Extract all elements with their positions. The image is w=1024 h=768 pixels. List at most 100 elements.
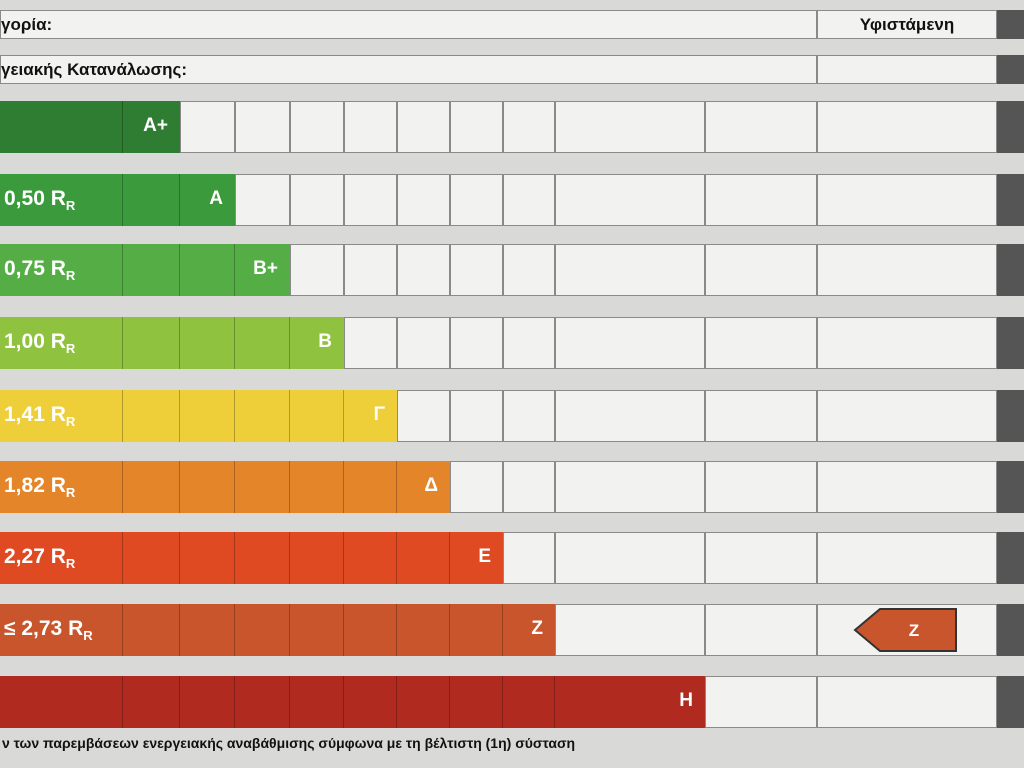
side-strip xyxy=(997,174,1024,226)
cell xyxy=(397,174,450,226)
bar-divider xyxy=(449,604,450,656)
subscript: R xyxy=(65,414,76,430)
bar-divider xyxy=(234,604,235,656)
rating-bar: Γ 1,41 RR xyxy=(0,390,397,442)
consumption-label: γειακής Κατανάλωσης: xyxy=(1,60,188,79)
cell xyxy=(555,174,705,226)
cell xyxy=(817,461,997,513)
cell xyxy=(817,676,997,728)
cell xyxy=(235,101,290,153)
rating-class: Η xyxy=(679,690,693,711)
rating-row: Ε 2,27 RR xyxy=(0,532,997,584)
cell xyxy=(503,101,555,153)
bar-divider xyxy=(289,461,290,513)
bar-divider xyxy=(122,461,123,513)
cell xyxy=(705,101,817,153)
category-label: γορία: xyxy=(1,15,53,34)
bar-divider xyxy=(449,676,450,728)
cell xyxy=(397,390,450,442)
header-strip xyxy=(997,10,1024,39)
bar-divider xyxy=(234,390,235,442)
bar-divider xyxy=(234,461,235,513)
cell xyxy=(344,101,397,153)
side-strip xyxy=(997,317,1024,369)
cell xyxy=(450,317,503,369)
cell xyxy=(450,244,503,296)
cell xyxy=(555,101,705,153)
subscript: R xyxy=(65,485,76,501)
bar-divider xyxy=(554,676,555,728)
consumption-row: γειακής Κατανάλωσης: xyxy=(0,55,817,84)
rating-bar: Η xyxy=(0,676,705,728)
bar-divider xyxy=(343,676,344,728)
cell xyxy=(450,174,503,226)
rating-row: A 0,50 RR xyxy=(0,174,997,226)
cell xyxy=(290,174,344,226)
cell xyxy=(397,101,450,153)
rating-class: A xyxy=(209,188,223,209)
bar-divider xyxy=(234,676,235,728)
bar-divider xyxy=(343,532,344,584)
subscript: R xyxy=(83,628,93,644)
threshold: 0,50 RR xyxy=(4,187,76,214)
current-indicator: Z xyxy=(853,608,957,652)
cell xyxy=(290,244,344,296)
cell xyxy=(180,101,235,153)
rating-class: A+ xyxy=(143,115,168,136)
cell xyxy=(555,532,705,584)
bar-divider xyxy=(122,676,123,728)
cell xyxy=(817,390,997,442)
cell xyxy=(817,317,997,369)
cell xyxy=(344,174,397,226)
cell xyxy=(817,101,997,153)
footer: ν των παρεμβάσεων ενεργειακής αναβάθμιση… xyxy=(2,735,576,751)
rating-class: Ε xyxy=(478,546,491,567)
rating-row: Γ 1,41 RR xyxy=(0,390,997,442)
cell xyxy=(705,390,817,442)
cell xyxy=(705,532,817,584)
cell xyxy=(450,101,503,153)
subscript: R xyxy=(65,556,76,572)
side-strip xyxy=(997,676,1024,728)
rating-class: B+ xyxy=(253,258,278,279)
rating-class: Δ xyxy=(424,475,438,496)
bar-divider xyxy=(502,604,503,656)
bar-divider xyxy=(343,461,344,513)
rating-row: Η xyxy=(0,676,997,728)
rating-bar: Ε 2,27 RR xyxy=(0,532,503,584)
cell xyxy=(817,174,997,226)
bar-divider xyxy=(179,676,180,728)
cell xyxy=(503,532,555,584)
rating-bar: A+ xyxy=(0,101,180,153)
cell xyxy=(235,174,290,226)
threshold: 2,27 RR xyxy=(4,545,76,572)
bar-divider xyxy=(234,532,235,584)
cell xyxy=(555,317,705,369)
cell xyxy=(705,604,817,656)
threshold: 0,75 RR xyxy=(4,257,76,284)
side-strip xyxy=(997,390,1024,442)
cell xyxy=(555,604,705,656)
rating-class: Γ xyxy=(373,404,385,425)
cell xyxy=(503,244,555,296)
side-strip xyxy=(997,532,1024,584)
rating-bar: Ζ ≤ 2,73 RR xyxy=(0,604,555,656)
rating-row: Δ 1,82 RR xyxy=(0,461,997,513)
bar-divider xyxy=(289,676,290,728)
bar-divider xyxy=(122,532,123,584)
bar-divider xyxy=(289,604,290,656)
header-strip xyxy=(997,55,1024,84)
cell xyxy=(344,244,397,296)
bar-divider xyxy=(179,461,180,513)
rating-row: A+ xyxy=(0,101,997,153)
side-strip xyxy=(997,101,1024,153)
bar-divider xyxy=(449,532,450,584)
cell xyxy=(555,390,705,442)
bar-divider xyxy=(122,101,123,153)
bar-divider xyxy=(502,676,503,728)
bar-divider xyxy=(396,532,397,584)
subscript: R xyxy=(65,341,76,357)
bar-divider xyxy=(122,390,123,442)
cell xyxy=(555,461,705,513)
